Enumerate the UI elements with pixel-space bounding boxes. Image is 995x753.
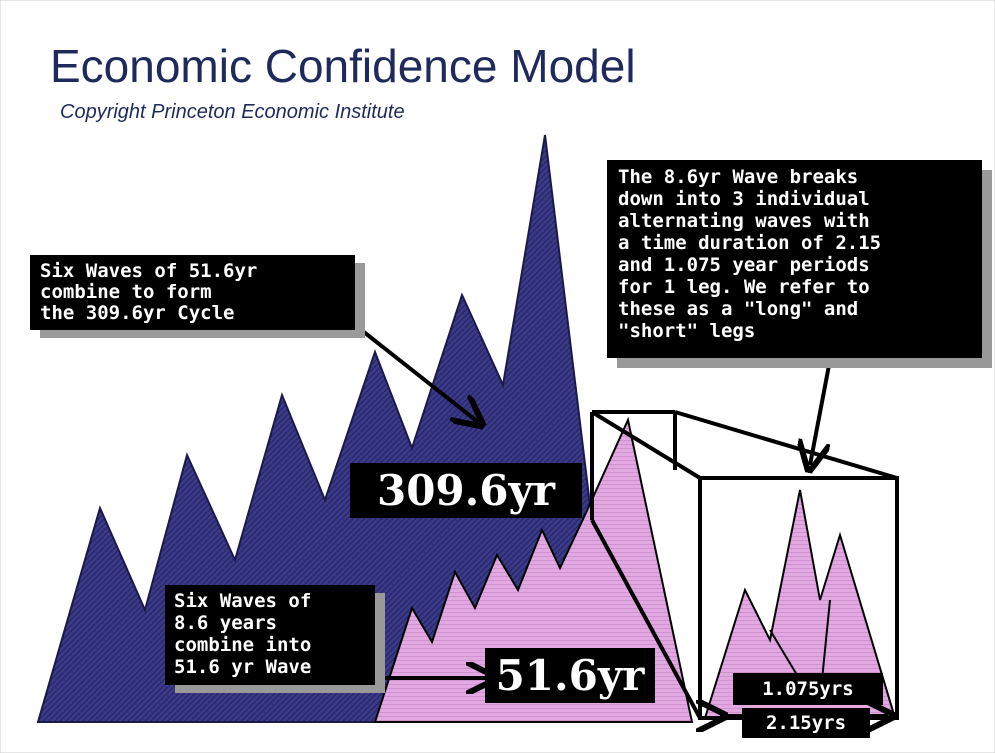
short-wave	[703, 489, 897, 719]
callout-text: a time duration of 2.15	[618, 232, 881, 254]
long-wave	[36, 134, 614, 723]
callout-text: these as a "long" and	[618, 298, 858, 320]
label: 51.6yr	[496, 651, 646, 700]
callout-text: Six Waves of	[174, 590, 311, 612]
label: 2.15yrs	[766, 712, 846, 734]
callout-text: down into 3 individual	[618, 188, 870, 210]
pointer	[821, 599, 831, 681]
callout-text: combine to form	[40, 281, 212, 303]
callout: The 8.6yr Wave breaks down into 3 indivi…	[607, 160, 992, 368]
callout-text: 8.6 years	[174, 612, 277, 634]
arrow	[810, 359, 832, 465]
medium-wave	[373, 416, 694, 723]
label-box	[350, 463, 582, 518]
callout-text: and 1.075 year periods	[618, 254, 870, 276]
pointer	[769, 629, 801, 681]
label-box	[485, 648, 655, 703]
callout-text: for 1 leg. We refer to	[618, 276, 870, 298]
label-box	[733, 673, 883, 705]
callout-text: alternating waves with	[618, 210, 870, 232]
label: 1.075yrs	[762, 678, 854, 700]
callout-text: Six Waves of 51.6yr	[40, 260, 257, 282]
callout-text: 51.6 yr Wave	[174, 656, 311, 678]
arrow	[353, 323, 478, 422]
label-box	[742, 708, 870, 738]
label: 309.6yr	[377, 466, 556, 515]
callout: Six Waves of 8.6 years combine into 51.6…	[165, 585, 385, 693]
callout-text: combine into	[174, 634, 311, 656]
callout-text: the 309.6yr Cycle	[40, 302, 234, 324]
subtitle: Copyright Princeton Economic Institute	[60, 101, 405, 123]
callout-text: The 8.6yr Wave breaks	[618, 166, 858, 188]
zoom-box	[590, 410, 898, 719]
title: Economic Confidence Model	[50, 40, 636, 92]
callout: Six Waves of 51.6yr combine to form the …	[30, 255, 365, 338]
callout-text: "short" legs	[618, 320, 755, 342]
